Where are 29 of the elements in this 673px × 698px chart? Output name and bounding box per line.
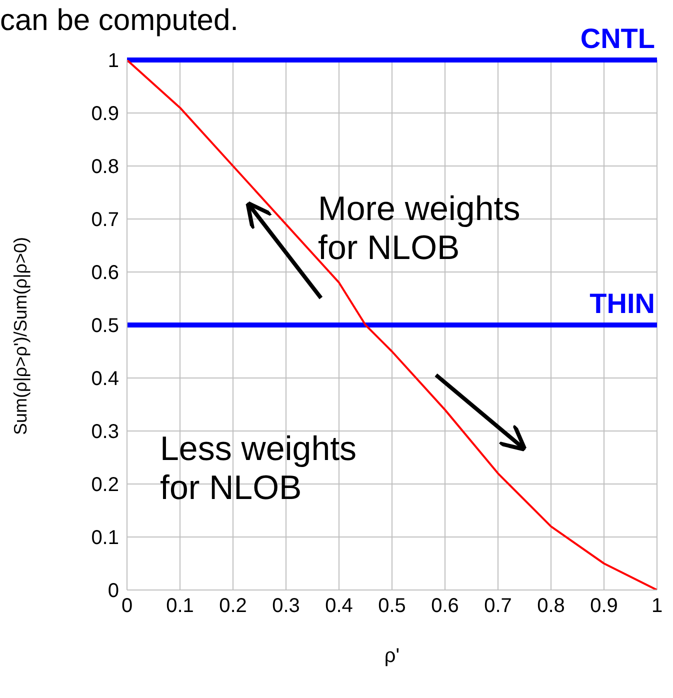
y-tick-label: 0.7	[91, 209, 119, 232]
y-tick-label: 0.1	[91, 527, 119, 550]
x-tick-label: 0.6	[431, 595, 459, 618]
x-tick-label: 1	[651, 595, 663, 618]
y-axis-title: Sum(ρ|ρ>ρ')/Sum(ρ|ρ>0)	[10, 236, 30, 435]
text: can be computed.	[0, 4, 238, 38]
y-tick-label: 0.2	[91, 474, 119, 496]
annotation: Less weights for NLOB	[160, 430, 357, 508]
x-tick-label: 0.2	[219, 595, 247, 618]
y-tick-label: 1	[108, 50, 119, 72]
y-tick-label: 0.5	[91, 315, 119, 338]
y-tick-label: 0.6	[91, 262, 119, 284]
x-tick-label: 0.4	[325, 595, 353, 618]
x-tick-label: 0.7	[484, 595, 512, 618]
x-tick-label: 0.9	[590, 595, 618, 618]
annotation: More weights for NLOB	[318, 190, 520, 268]
y-tick-label: 0	[108, 580, 119, 602]
line-series	[127, 60, 657, 590]
x-tick-label: 0.5	[378, 595, 406, 618]
y-tick-label: 0.4	[91, 368, 119, 390]
ref-line-label: CNTL	[580, 22, 655, 54]
y-tick-label: 0.9	[91, 103, 119, 126]
x-tick-label: 0.8	[537, 595, 565, 618]
y-tick-label: 0.3	[91, 421, 119, 444]
ref-line-label: THIN	[590, 288, 655, 319]
y-tick-label: 0.8	[91, 156, 119, 178]
x-axis-title: ρ'	[384, 645, 400, 667]
x-tick-label: 0.3	[272, 595, 300, 618]
x-tick-label: 0.1	[166, 595, 194, 618]
